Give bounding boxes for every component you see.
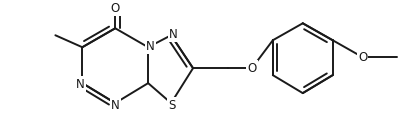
Text: O: O [247, 62, 256, 75]
Text: S: S [168, 99, 176, 112]
Text: O: O [357, 51, 366, 64]
Text: O: O [110, 2, 119, 15]
Text: N: N [111, 99, 119, 112]
Text: N: N [145, 40, 154, 53]
Text: N: N [76, 78, 85, 91]
Text: N: N [169, 28, 177, 41]
